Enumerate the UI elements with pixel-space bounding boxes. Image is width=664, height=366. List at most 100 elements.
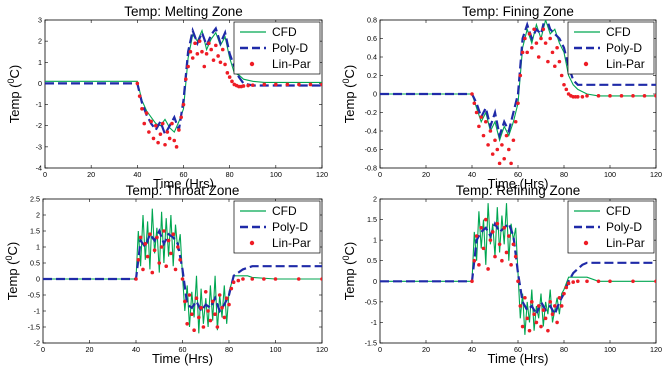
lin-par-point (566, 281, 571, 286)
y-tick-label: 1.5 (30, 227, 40, 236)
y-axis-label-unit: C) (7, 65, 22, 79)
chart-panel-2: 0 20 40 60 80 100 120 -0.8 -0.6 -0.4 -0.2 0 0.2 0.4 0.… (341, 4, 662, 191)
y-tick-label: -0.8 (365, 164, 377, 173)
x-tick-label: 40 (468, 170, 476, 179)
lin-par-point (564, 285, 569, 290)
x-tick-label: 60 (514, 170, 522, 179)
lin-par-point (585, 279, 589, 284)
y-tick-label: 1 (36, 243, 40, 252)
x-tick-label: 80 (226, 170, 234, 179)
lin-par-point (159, 245, 164, 249)
y-tick-label: 0 (38, 79, 42, 88)
legend-label: Lin-Par (272, 57, 311, 71)
lin-par-point (553, 304, 557, 308)
lin-par-point (203, 290, 208, 294)
lin-par-point (497, 161, 502, 166)
lin-par-point (202, 64, 207, 69)
x-tick-label: 0 (43, 170, 47, 179)
y-tick-label: -1.5 (365, 339, 377, 348)
lin-par-point (229, 286, 234, 291)
lin-par-point (490, 230, 495, 234)
lin-par-point (532, 312, 536, 317)
x-tick-label: 120 (316, 345, 328, 354)
y-axis-label-main: Temp ( (5, 260, 20, 300)
y-axis-label-degree: 0 (341, 255, 351, 260)
legend-label: CFD (606, 204, 631, 218)
lin-par-point (273, 277, 278, 281)
lin-par-point (196, 315, 201, 320)
lin-par-point (550, 50, 555, 55)
lin-par-point (500, 143, 504, 147)
lin-par-point (518, 304, 523, 308)
legend: CFD Poly-D Lin-Par (233, 21, 321, 75)
lin-par-point (642, 94, 647, 98)
lin-par-point (562, 82, 566, 87)
chart-title: Temp: Melting Zone (124, 4, 243, 19)
lin-par-point (562, 291, 566, 296)
lin-par-point (241, 84, 246, 88)
lin-par-point (220, 47, 225, 52)
lin-par-point (513, 254, 518, 259)
lin-par-point (527, 32, 532, 36)
lin-par-point (183, 299, 187, 304)
lin-par-point (174, 145, 179, 149)
lin-par-point (507, 147, 511, 152)
y-tick-label: 1 (38, 58, 42, 67)
lin-par-point (504, 250, 509, 255)
legend-label: Poly-D (272, 220, 308, 234)
legend-label: Lin-Par (606, 57, 645, 71)
y-tick-label: 0.2 (367, 71, 377, 80)
lin-par-point (546, 328, 550, 333)
y-tick-label: 1.5 (367, 215, 377, 224)
lin-par-point (536, 55, 541, 59)
lin-par-point (470, 92, 474, 96)
series-group (45, 26, 322, 149)
y-axis-label: Temp (0C) (341, 65, 357, 123)
lin-par-point (215, 325, 220, 329)
lin-par-point (194, 296, 199, 301)
lin-par-point (631, 279, 635, 284)
lin-par-point (169, 251, 173, 256)
lin-par-point (580, 94, 585, 99)
lin-par-point (495, 221, 500, 226)
legend-label: Poly-D (606, 220, 642, 234)
x-tick-label: 80 (560, 170, 568, 179)
poly-d-series-line (43, 228, 322, 314)
lin-par-point (553, 64, 557, 69)
lin-par-point (511, 242, 516, 247)
y-tick-label: -0.5 (365, 297, 377, 306)
lin-par-point (165, 130, 170, 134)
lin-par-point (151, 136, 156, 141)
lin-par-point (204, 52, 209, 56)
lin-par-point (477, 263, 481, 267)
lin-par-point (224, 296, 229, 301)
lin-par-point (555, 320, 559, 325)
poly-d-series-line (380, 221, 656, 317)
lin-par-point (548, 300, 552, 304)
y-tick-label: 0.5 (30, 259, 40, 268)
lin-par-point (523, 295, 527, 300)
lin-par-point (486, 267, 490, 271)
y-tick-label: -1.5 (28, 323, 40, 332)
lin-par-point (486, 143, 490, 147)
lin-par-point (262, 277, 266, 281)
legend-marker-lin-par (583, 61, 589, 67)
lin-par-point (184, 77, 188, 81)
lin-par-point (550, 312, 555, 317)
lin-par-point (495, 147, 500, 152)
y-tick-label: 2 (38, 37, 42, 46)
x-tick-label: 40 (132, 345, 140, 354)
lin-par-point (571, 280, 575, 284)
lin-par-point (576, 94, 580, 99)
lin-par-point (472, 101, 477, 106)
x-tick-label: 60 (514, 345, 522, 354)
legend-label: CFD (272, 25, 297, 39)
lin-par-point (136, 258, 141, 262)
lin-par-point (619, 94, 624, 98)
lin-par-point (274, 82, 278, 87)
poly-d-series-line (45, 26, 322, 137)
y-tick-label: -0.6 (365, 145, 377, 154)
lin-par-point (155, 235, 159, 240)
lin-par-point (231, 280, 236, 285)
